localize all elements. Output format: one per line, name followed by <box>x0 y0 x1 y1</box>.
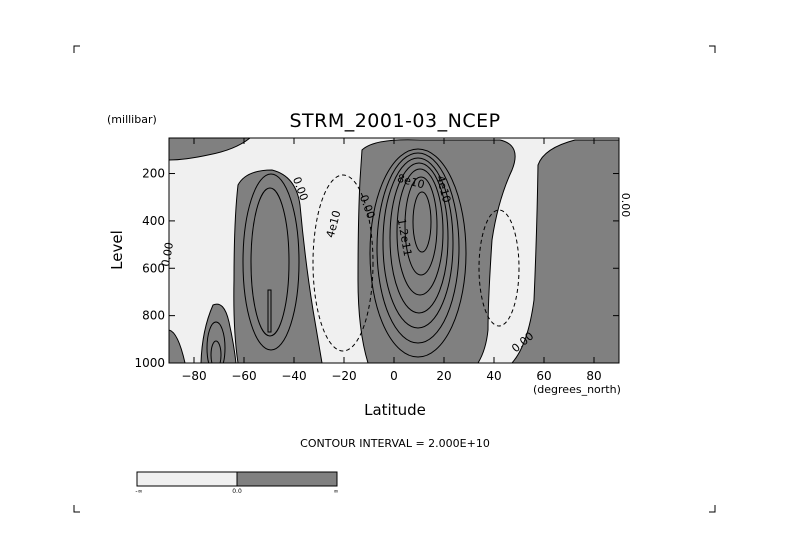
colorbar-label: ∞ <box>334 488 339 495</box>
contour-line-positive <box>242 173 300 351</box>
x-tick-label: −60 <box>231 369 256 383</box>
x-tick-label: −80 <box>181 369 206 383</box>
contour-line-positive <box>267 289 272 333</box>
positive-region-southern-mid <box>233 169 323 363</box>
x-tick-label: 0 <box>390 369 398 383</box>
contour-line-negative <box>312 174 374 352</box>
x-tick-label: 40 <box>486 369 501 383</box>
positive-region-equatorial <box>357 139 516 363</box>
contour-label: 0.00 <box>619 193 632 218</box>
contour-line-positive <box>250 187 290 337</box>
contour-line-positive <box>206 321 226 363</box>
contour-label: 0.00 <box>159 241 176 267</box>
x-tick-label: 20 <box>436 369 451 383</box>
colorbar-negative-segment <box>136 471 238 487</box>
chart-title: STRM_2001-03_NCEP <box>289 110 500 132</box>
x-axis-label: Latitude <box>364 401 426 419</box>
positive-region-south-pole-bottom <box>169 329 186 363</box>
crop-marks <box>73 45 716 513</box>
y-units-label: (millibar) <box>107 113 157 126</box>
contour-line-positive <box>412 191 432 253</box>
x-tick-label: 80 <box>586 369 601 383</box>
contour-line-positive <box>210 340 222 363</box>
y-tick-label: 1000 <box>134 356 165 370</box>
y-axis-label: Level <box>108 230 126 270</box>
y-tick-label: 600 <box>142 261 165 275</box>
contour-line-negative <box>478 209 520 327</box>
y-tick-label: 200 <box>142 167 165 181</box>
colorbar-label: -∞ <box>135 488 142 495</box>
colorbar: -∞ 0.0 ∞ <box>135 471 339 495</box>
contour-line-positive <box>404 176 438 276</box>
x-tick-label: −20 <box>331 369 356 383</box>
positive-region-south-pole-top <box>169 138 251 161</box>
y-tick-label: 800 <box>142 309 165 323</box>
contour-line-positive <box>382 157 454 329</box>
colorbar-label: 0.0 <box>232 488 242 495</box>
y-tick-label: 400 <box>142 214 165 228</box>
contour-line-positive <box>376 152 460 344</box>
positive-region-southern-high-small <box>200 303 237 363</box>
x-tick-label: 60 <box>536 369 551 383</box>
positive-region-northern <box>511 139 619 363</box>
contour-line-positive <box>389 162 449 314</box>
contour-line-positive <box>396 168 444 296</box>
colorbar-positive-segment <box>236 471 338 487</box>
x-units-label: (degrees_north) <box>533 383 621 396</box>
contour-line-positive <box>369 148 467 358</box>
x-tick-label: −40 <box>281 369 306 383</box>
contour-interval-text: CONTOUR INTERVAL = 2.000E+10 <box>300 437 490 450</box>
